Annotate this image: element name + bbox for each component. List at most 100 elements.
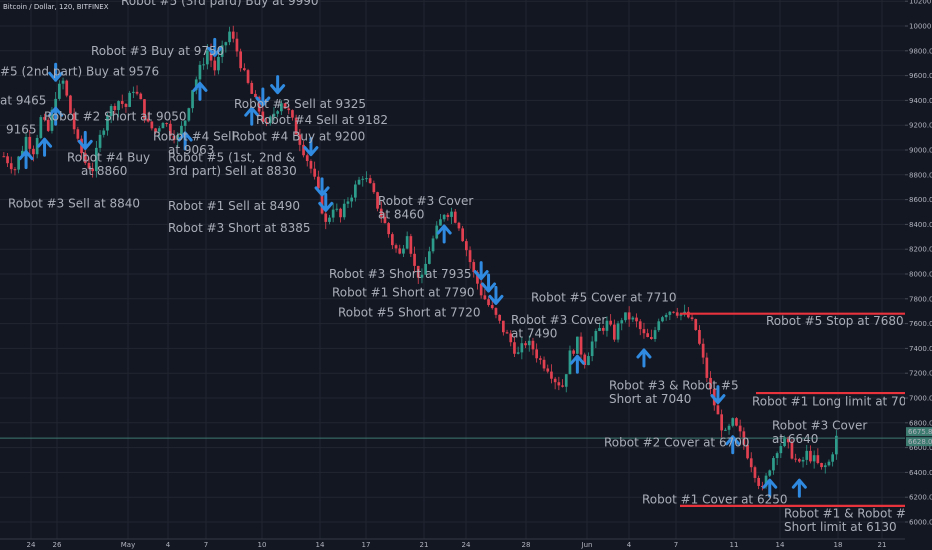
annotation-label-4: Robot #2 Short at 9050 — [44, 110, 187, 124]
candle-body-54 — [202, 64, 205, 66]
candle-body-173 — [642, 329, 646, 334]
candle-body-59 — [220, 45, 224, 57]
arrow-down-icon — [207, 37, 223, 57]
arrow-up-stroke-18 — [436, 224, 452, 244]
time-tick-label-12: 4 — [627, 541, 632, 549]
price-tick-label-21: 10200.0 — [909, 0, 932, 6]
price-axis[interactable]: 6000.0 6200.0 6400.0 6600.0 6800.0 7000.0 7200… — [905, 0, 932, 550]
time-tick-label-5: 10 — [258, 541, 267, 549]
candle-body-37 — [139, 93, 143, 100]
candle-body-72 — [268, 116, 272, 124]
limit-lines — [0, 312, 906, 507]
candle-body-128 — [476, 272, 479, 284]
time-tick-label-6: 14 — [316, 541, 325, 549]
arrow-up-stroke-30 — [791, 478, 807, 498]
candle-body-211 — [783, 437, 786, 447]
candle-body-131 — [487, 299, 490, 306]
candle-body-181 — [672, 311, 675, 313]
candle-body-195 — [724, 429, 727, 431]
candle-body-204 — [757, 477, 760, 486]
price-tick-label-14: 8800.0 — [909, 171, 932, 179]
price-tick-label-13: 8600.0 — [909, 196, 932, 204]
last-price-badge-1 — [906, 437, 932, 447]
candle-body-7 — [28, 136, 32, 149]
candle-body-98 — [365, 178, 368, 180]
candle-body-117 — [435, 225, 439, 239]
candle-body-212 — [786, 437, 790, 443]
arrow-down-stroke-16 — [314, 177, 330, 197]
candle-body-16 — [61, 80, 65, 84]
candle-body-78 — [291, 110, 294, 118]
arrow-down-stroke-22 — [488, 285, 504, 305]
candle-body-147 — [546, 368, 550, 372]
candle-body-129 — [479, 283, 483, 296]
candle-body-77 — [287, 108, 291, 111]
candle-body-30 — [113, 106, 117, 111]
candle-body-3 — [13, 169, 17, 171]
candle-body-120 — [446, 214, 450, 217]
candle-body-92 — [342, 203, 346, 218]
candle-body-48 — [180, 125, 183, 135]
candle-body-22 — [83, 153, 87, 163]
arrow-down-stroke-15 — [48, 62, 64, 82]
arrow-down-icon — [270, 75, 286, 95]
arrow-down-stroke-7 — [270, 75, 286, 95]
candle-body-27 — [102, 130, 106, 135]
annotation-label-17: Robot #3 Short at 8385 — [168, 221, 311, 235]
arrow-down-stroke-27 — [710, 385, 726, 405]
annotation-label-23: Robot #5 Cover at 7710 — [531, 291, 677, 305]
time-tick-label-4: 7 — [204, 541, 208, 549]
candle-body-122 — [453, 211, 457, 223]
candle-body-100 — [372, 183, 376, 193]
candle-body-161 — [598, 327, 601, 331]
candle-body-67 — [250, 82, 254, 94]
candle-body-162 — [601, 327, 605, 331]
time-tick-label-8: 21 — [420, 541, 429, 549]
annotation-label-13: Robot #5 (1st, 2nd & — [168, 150, 295, 164]
candle-body-141 — [524, 343, 527, 346]
candle-body-114 — [424, 263, 427, 275]
candle-body-144 — [535, 349, 538, 359]
candle-body-42 — [157, 128, 161, 132]
annotation-label-15: Robot #3 Sell at 8840 — [8, 196, 140, 210]
candle-body-104 — [387, 223, 390, 235]
candle-body-33 — [124, 103, 128, 107]
price-tick-label-8: 7600.0 — [909, 320, 932, 328]
candle-body-28 — [106, 115, 109, 131]
candle-body-151 — [561, 385, 564, 387]
candle-body-224 — [831, 454, 834, 462]
candle-body-25 — [95, 147, 98, 172]
candle-body-0 — [2, 156, 6, 158]
arrow-down-icon — [77, 130, 93, 150]
time-tick-label-10: 28 — [522, 541, 531, 549]
time-axis[interactable]: 24 26 May 4 7 10 14 17 21 24 28 Jun 4 7 11 14 18 21 — [0, 538, 905, 550]
candle-body-133 — [494, 308, 498, 315]
annotation-label-16: Robot #1 Sell at 8490 — [168, 199, 300, 213]
candle-body-85 — [317, 176, 320, 189]
candle-body-49 — [183, 120, 187, 126]
candle-body-51 — [191, 90, 194, 109]
candle-body-69 — [257, 97, 261, 112]
arrow-down-stroke-17 — [318, 192, 334, 212]
annotation-label-21: Robot #1 Short at 7790 — [332, 286, 475, 300]
annotation-label-20: Robot #3 Short at 7935 — [329, 267, 472, 281]
candle-body-167 — [620, 320, 624, 324]
arrow-up-stroke-5 — [18, 150, 34, 170]
candle-body-216 — [801, 459, 805, 462]
annotation-label-9: at 9063 — [168, 143, 214, 157]
grid — [0, 0, 905, 539]
annotation-label-10: Robot #4 Buy at 9200 — [232, 129, 365, 143]
candle-body-89 — [331, 209, 335, 218]
arrow-down-icon — [710, 385, 726, 405]
price-tick-label-5: 7000.0 — [909, 395, 932, 403]
annotation-label-30: Robot #3 Cover — [772, 418, 867, 432]
candle-body-225 — [835, 435, 838, 455]
candle-body-110 — [409, 236, 413, 254]
last-price-label-0: 6675.8 — [908, 428, 932, 436]
arrow-up-icon — [244, 106, 260, 126]
candle-body-157 — [583, 354, 587, 366]
candle-body-136 — [505, 332, 509, 334]
price-tick-label-7: 7400.0 — [909, 345, 932, 353]
arrow-up-stroke-24 — [569, 354, 585, 374]
